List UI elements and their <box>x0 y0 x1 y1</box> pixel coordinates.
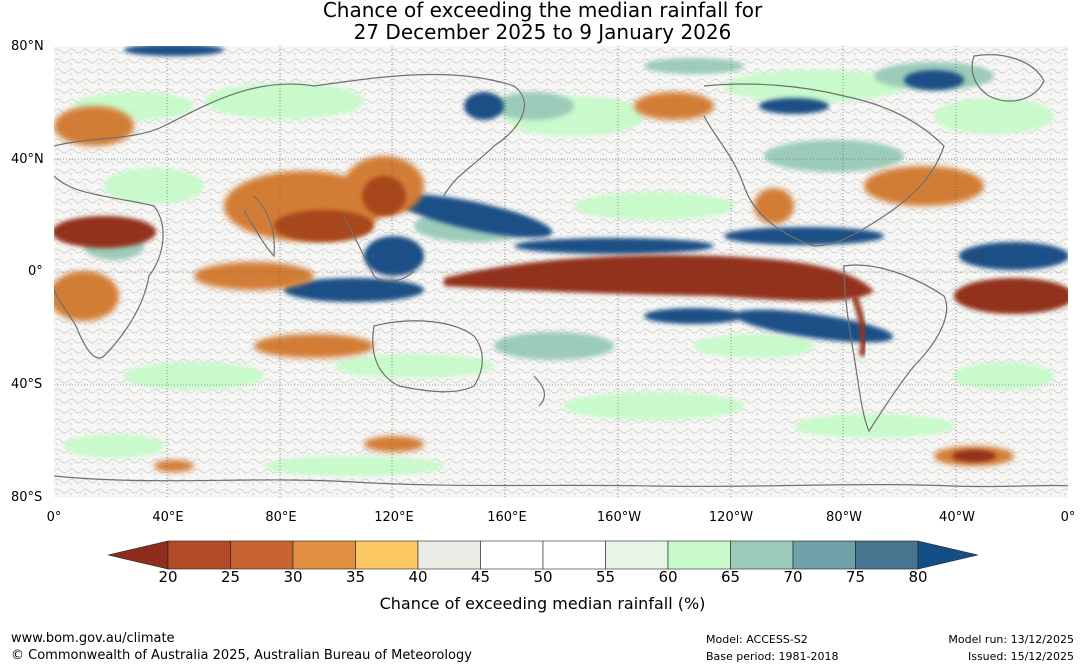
lon-label-40e: 40°E <box>152 510 184 525</box>
footer-model: Model: ACCESS-S2 <box>706 633 808 646</box>
colorbar-segment-70-75 <box>792 540 856 570</box>
colorbar-tick: 20 <box>158 568 178 586</box>
colorbar-segment-40-45 <box>417 540 481 570</box>
colorbar-tick: 35 <box>345 568 366 586</box>
colorbar-tick: 60 <box>658 568 678 586</box>
graticule <box>54 46 1068 498</box>
lat-label-40s: 40°S <box>11 377 43 392</box>
colorbar-segment-60-65 <box>667 540 731 570</box>
colorbar-arrow-high <box>917 540 978 570</box>
lon-label-80e: 80°E <box>265 510 297 525</box>
lon-label-80w: 80°W <box>826 510 862 525</box>
wet-bands <box>124 46 1068 343</box>
andes-dry-strip <box>851 294 867 357</box>
rainfall-map <box>54 46 1068 498</box>
lon-label-160w: 160°W <box>596 510 642 525</box>
lat-label-80n: 80°N <box>11 39 44 54</box>
colorbar-segment-30-35 <box>292 540 356 570</box>
lon-label-120e: 120°E <box>374 510 414 525</box>
colorbar-tick: 30 <box>283 568 303 586</box>
colorbar-tick: 25 <box>220 568 241 586</box>
very-dry-areas <box>54 176 1068 462</box>
lon-label-40w: 40°W <box>939 510 975 525</box>
colorbar-segment-65-70 <box>730 540 794 570</box>
colorbar-segment-45-50 <box>480 540 544 570</box>
lat-label-40n: 40°N <box>11 152 44 167</box>
colorbar-segment-35-40 <box>355 540 419 570</box>
lon-label-120w: 120°W <box>708 510 754 525</box>
colorbar-label: Chance of exceeding median rainfall (%) <box>379 594 706 613</box>
lat-label-equator: 0° <box>28 264 43 279</box>
lon-label-0-right: 0° <box>1060 510 1076 525</box>
lat-label-80s: 80°S <box>11 490 43 505</box>
colorbar <box>108 540 978 570</box>
rainfall-map-graphic <box>54 46 1068 498</box>
green-patches <box>64 70 1054 476</box>
footer-copyright: © Commonwealth of Australia 2025, Austra… <box>11 648 472 663</box>
chart-title-line-1: Chance of exceeding the median rainfall … <box>322 0 763 22</box>
colorbar-segment-55-60 <box>605 540 669 570</box>
colorbar-tick: 45 <box>470 568 491 586</box>
colorbar-segment-25-30 <box>230 540 294 570</box>
colorbar-tick: 40 <box>408 568 428 586</box>
colorbar-arrow-low <box>108 540 169 570</box>
footer-issued: Issued: 15/12/2025 <box>967 650 1074 663</box>
colorbar-tick: 50 <box>533 568 553 586</box>
colorbar-segment-50-55 <box>542 540 606 570</box>
colorbar-tick: 75 <box>845 568 866 586</box>
footer-model-run: Model run: 13/12/2025 <box>948 633 1074 646</box>
colorbar-segment-20-25 <box>167 540 231 570</box>
colorbar-tick: 65 <box>720 568 741 586</box>
footer-website-link[interactable]: www.bom.gov.au/climate <box>11 631 175 646</box>
lon-label-160e: 160°E <box>487 510 527 525</box>
colorbar-tick: 80 <box>908 568 928 586</box>
coastlines <box>54 54 1068 488</box>
colorbar-segment-75-80 <box>855 540 919 570</box>
colorbar-tick: 70 <box>783 568 803 586</box>
lon-label-0: 0° <box>46 510 62 525</box>
colorbar-tick: 55 <box>595 568 616 586</box>
footer-base-period: Base period: 1981-2018 <box>706 650 839 663</box>
chart-title-line-2: 27 December 2025 to 9 January 2026 <box>353 20 732 44</box>
